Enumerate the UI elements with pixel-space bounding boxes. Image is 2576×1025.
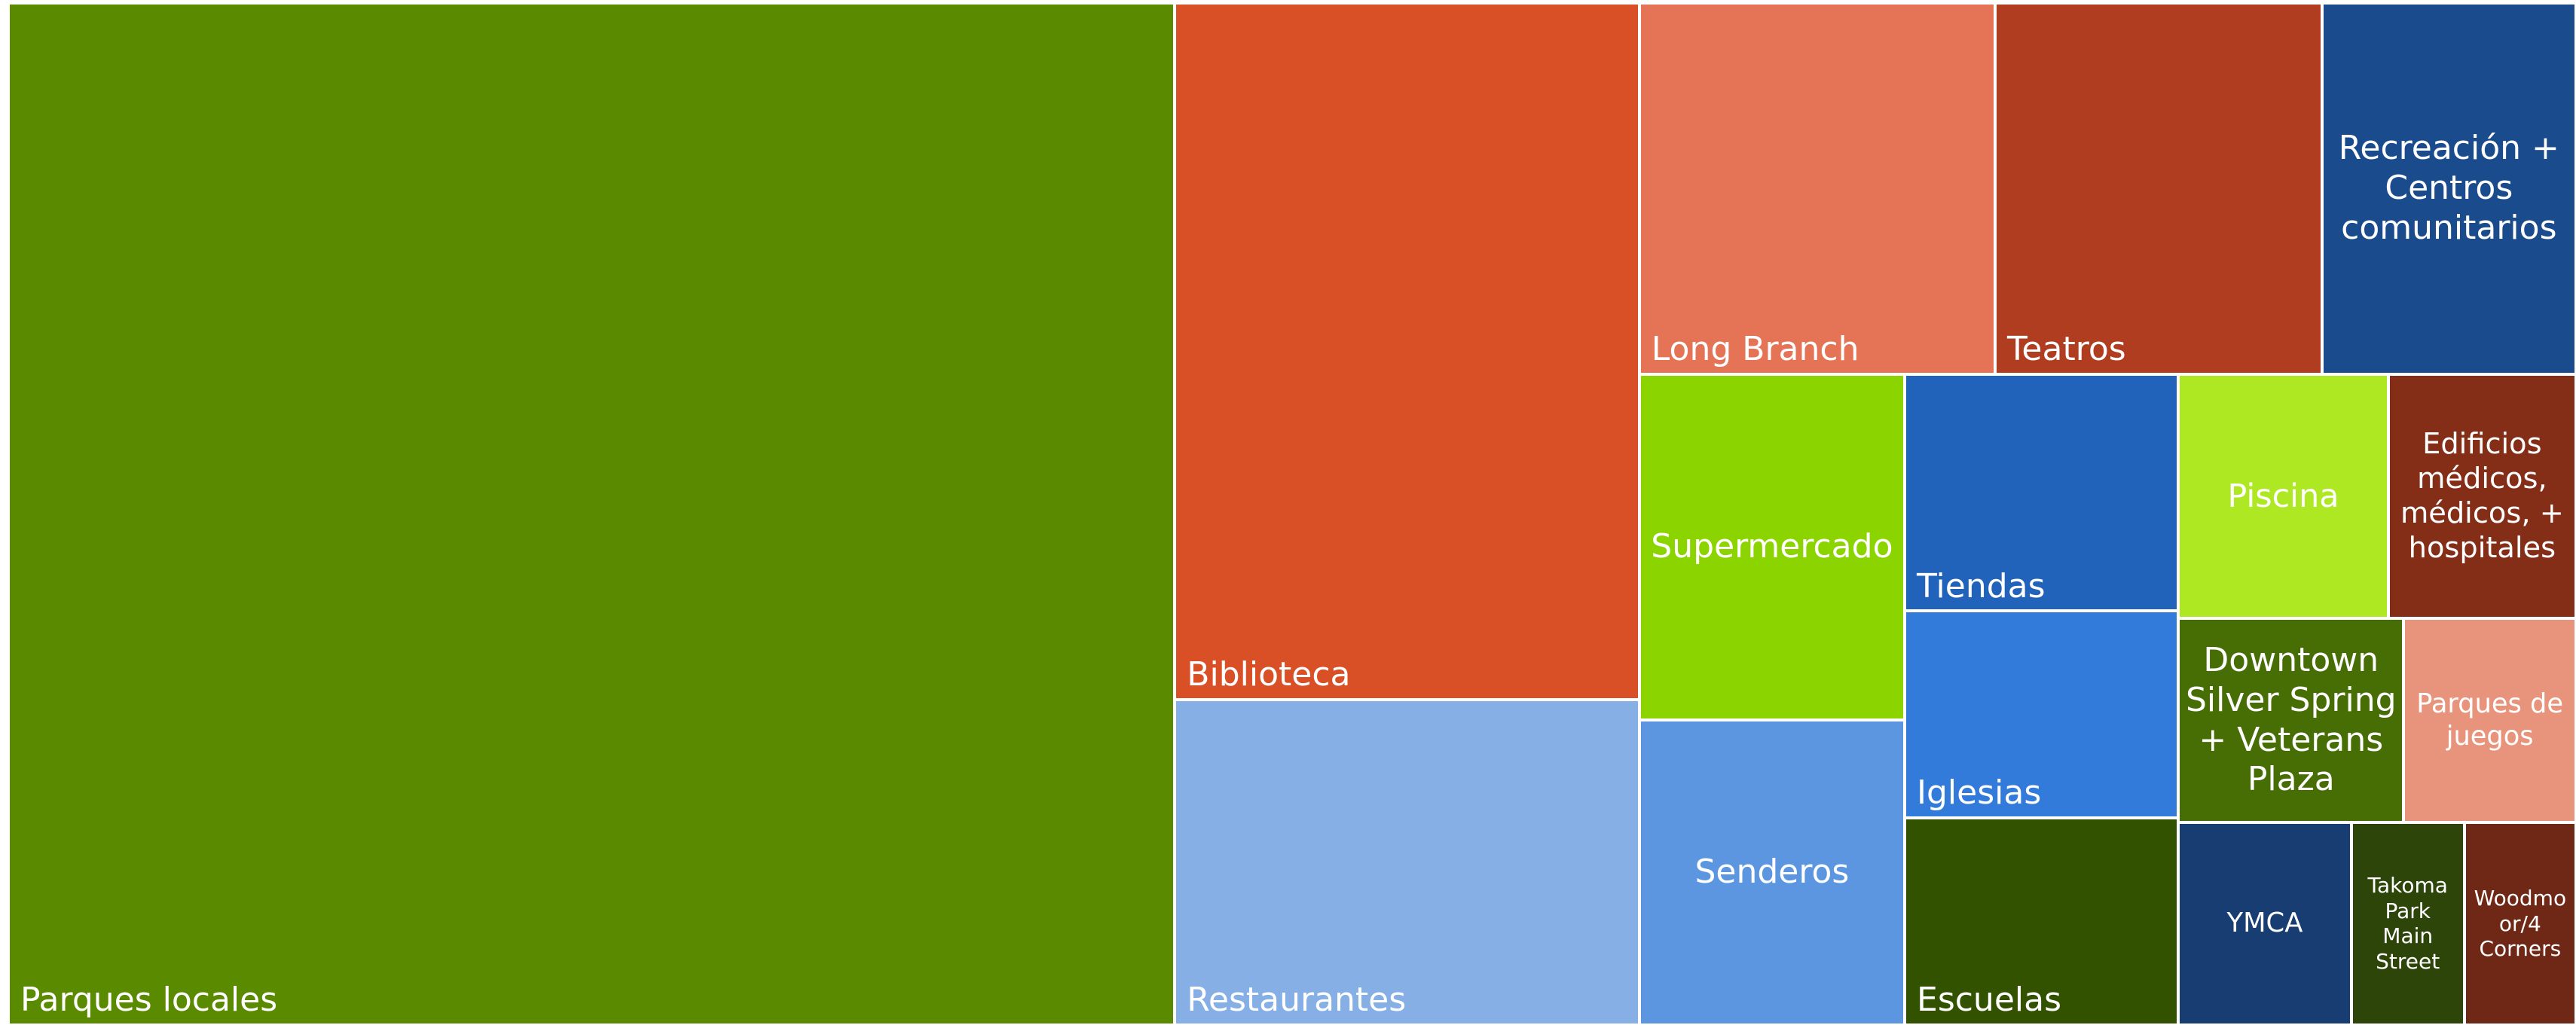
tile-label: YMCA (2226, 908, 2303, 939)
tile-label: Woodmoor/4 Corners (2474, 885, 2567, 962)
tile: Biblioteca (1175, 3, 1639, 700)
tile: Parques locales (8, 3, 1175, 1025)
tile-label: Supermercado (1651, 527, 1893, 566)
tile: Tiendas (1905, 374, 2179, 612)
tile: Long Branch (1639, 3, 1996, 375)
tile: Iglesias (1905, 611, 2179, 819)
tile-label: Downtown Silver Spring + Veterans Plaza (2185, 640, 2397, 799)
tile-label: Biblioteca (1187, 655, 1351, 694)
tile-label: Takoma Park Main Street (2367, 873, 2448, 974)
tile-label: Senderos (1694, 853, 1850, 892)
tile: Teatros (1995, 3, 2322, 375)
tile-label: Escuelas (1917, 981, 2061, 1020)
tile: Senderos (1639, 720, 1905, 1025)
tile-label: Restaurantes (1187, 981, 1407, 1020)
tile: Edificios médicos, médicos, + hospitales (2388, 374, 2576, 619)
tile: Recreación + Centros comunitarios (2321, 3, 2576, 375)
tile: Downtown Silver Spring + Veterans Plaza (2178, 618, 2404, 822)
tile: Takoma Park Main Street (2351, 822, 2464, 1025)
tile-label: Recreación + Centros comunitarios (2338, 129, 2559, 248)
tile-label: Tiendas (1917, 566, 2046, 606)
tile-label: Piscina (2227, 477, 2339, 515)
tile-label: Edificios médicos, médicos, + hospitales (2400, 427, 2564, 566)
tile-label: Parques de juegos (2416, 688, 2564, 752)
tile: Restaurantes (1175, 700, 1639, 1025)
tile: Escuelas (1905, 818, 2179, 1025)
tile-label: Teatros (2007, 330, 2126, 369)
tile-label: Long Branch (1651, 330, 1859, 369)
tile: Supermercado (1639, 374, 1905, 721)
tile: Parques de juegos (2403, 618, 2576, 822)
tile-label: Parques locales (20, 981, 278, 1020)
tile-label: Iglesias (1917, 773, 2042, 813)
tile: YMCA (2178, 822, 2351, 1025)
tile: Woodmoor/4 Corners (2464, 822, 2576, 1025)
tile: Piscina (2178, 374, 2388, 619)
